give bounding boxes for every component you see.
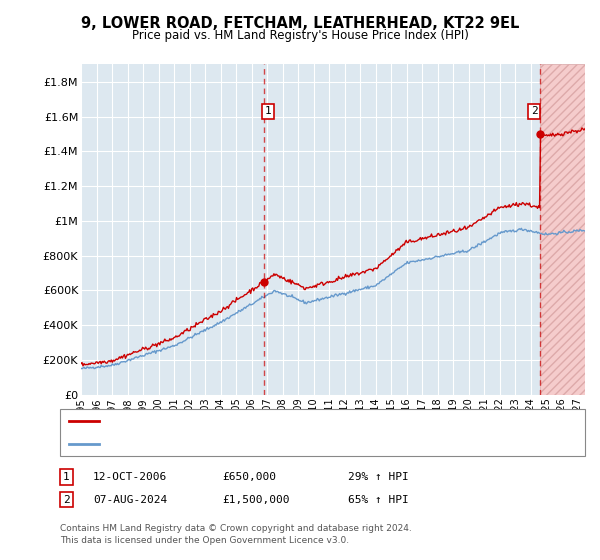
Text: 1: 1	[63, 472, 70, 482]
Text: 07-AUG-2024: 07-AUG-2024	[93, 494, 167, 505]
Text: 29% ↑ HPI: 29% ↑ HPI	[348, 472, 409, 482]
Text: 1: 1	[265, 106, 271, 116]
Text: 9, LOWER ROAD, FETCHAM, LEATHERHEAD, KT22 9EL: 9, LOWER ROAD, FETCHAM, LEATHERHEAD, KT2…	[81, 16, 519, 31]
Text: Contains HM Land Registry data © Crown copyright and database right 2024.: Contains HM Land Registry data © Crown c…	[60, 524, 412, 533]
Text: £650,000: £650,000	[222, 472, 276, 482]
Text: 2: 2	[531, 106, 538, 116]
Text: Price paid vs. HM Land Registry's House Price Index (HPI): Price paid vs. HM Land Registry's House …	[131, 29, 469, 42]
Text: 2: 2	[63, 494, 70, 505]
Text: 9, LOWER ROAD, FETCHAM, LEATHERHEAD, KT22 9EL (detached house): 9, LOWER ROAD, FETCHAM, LEATHERHEAD, KT2…	[103, 416, 475, 426]
Text: 65% ↑ HPI: 65% ↑ HPI	[348, 494, 409, 505]
Text: 12-OCT-2006: 12-OCT-2006	[93, 472, 167, 482]
Text: HPI: Average price, detached house, Mole Valley: HPI: Average price, detached house, Mole…	[103, 439, 355, 449]
Bar	[540, 64, 585, 395]
Text: £1,500,000: £1,500,000	[222, 494, 290, 505]
Text: This data is licensed under the Open Government Licence v3.0.: This data is licensed under the Open Gov…	[60, 536, 349, 545]
